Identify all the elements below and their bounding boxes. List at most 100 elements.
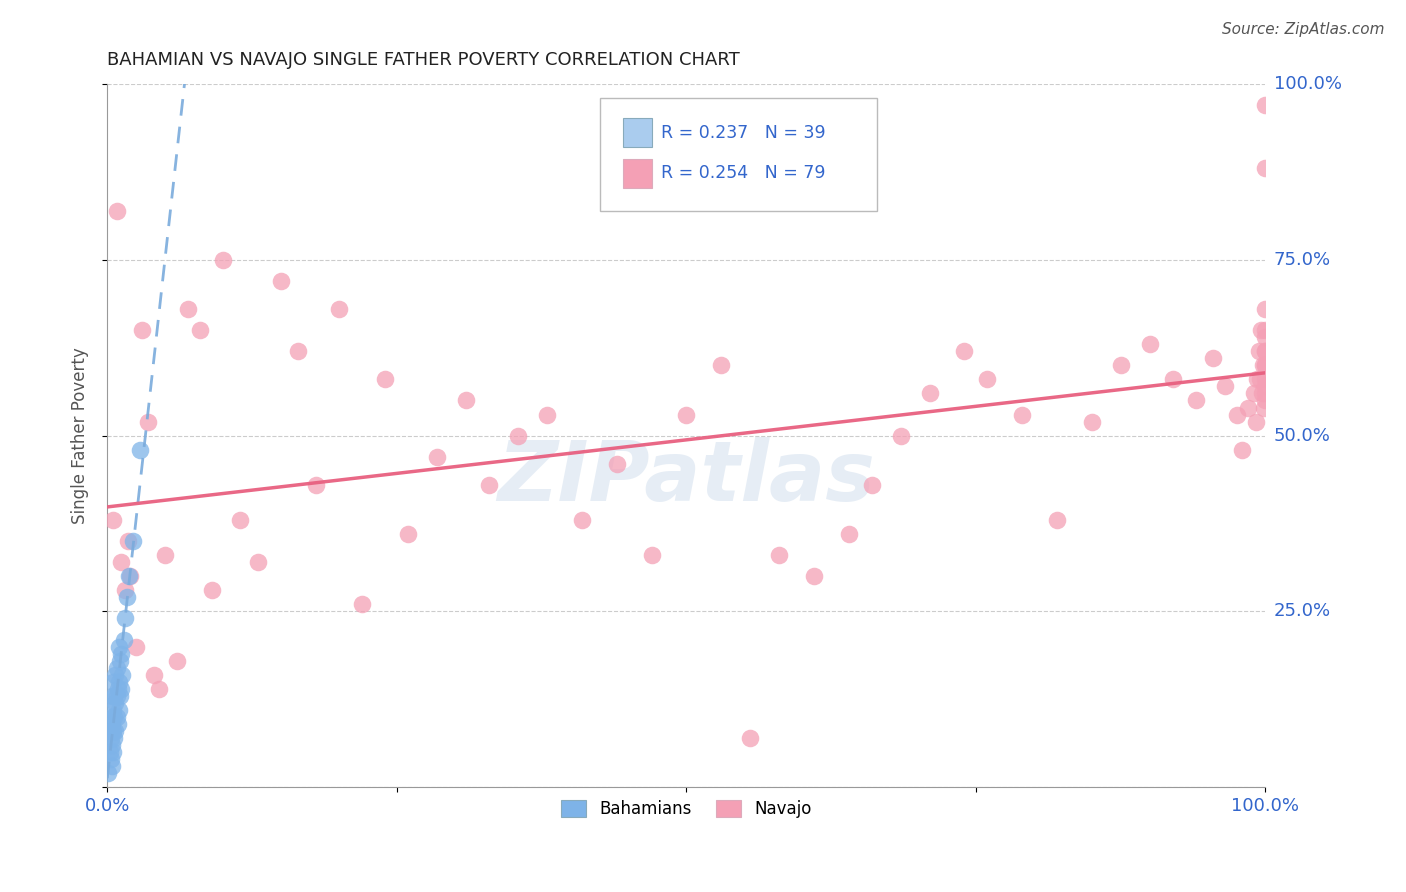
Point [918, 386, 941, 401]
Point [103, 731, 125, 745]
Point [112, 632, 135, 647]
Point [328, 302, 350, 317]
Point [101, 513, 124, 527]
Point [710, 359, 733, 373]
Point [1254, 98, 1277, 112]
Text: ZIPatlas: ZIPatlas [498, 437, 876, 518]
Point [1254, 344, 1277, 359]
Point [1254, 359, 1277, 373]
Point [1249, 372, 1271, 386]
Point [100, 710, 122, 724]
Point [105, 710, 128, 724]
Point [97, 766, 120, 780]
Point [1243, 386, 1265, 401]
Text: 100.0%: 100.0% [1274, 75, 1341, 93]
Point [105, 689, 128, 703]
Point [104, 723, 127, 738]
Point [103, 710, 125, 724]
Point [111, 667, 134, 681]
Point [1080, 415, 1102, 429]
Point [142, 667, 165, 681]
Point [98, 723, 121, 738]
Point [1011, 408, 1033, 422]
Point [136, 415, 159, 429]
Point [101, 738, 124, 752]
Point [1213, 379, 1236, 393]
Point [229, 513, 252, 527]
Point [1232, 442, 1254, 457]
Point [396, 527, 419, 541]
Point [108, 640, 131, 654]
Point [270, 274, 292, 288]
Point [166, 654, 188, 668]
Point [1244, 415, 1267, 429]
Point [1109, 359, 1132, 373]
Point [1254, 386, 1277, 401]
Point [1254, 302, 1277, 317]
Point [121, 534, 143, 549]
Point [1253, 401, 1275, 415]
Text: 25.0%: 25.0% [1274, 602, 1331, 621]
Point [1254, 344, 1277, 359]
Point [105, 203, 128, 218]
Point [1237, 401, 1260, 415]
Point [212, 252, 235, 267]
Point [768, 548, 790, 562]
Point [120, 569, 142, 583]
Point [104, 696, 127, 710]
Point [101, 703, 124, 717]
Text: 50.0%: 50.0% [1274, 426, 1330, 444]
Point [110, 647, 132, 661]
Point [125, 640, 148, 654]
Point [100, 731, 122, 745]
Point [101, 759, 124, 773]
Point [114, 583, 136, 598]
Point [246, 555, 269, 569]
Point [101, 689, 124, 703]
Point [118, 569, 141, 583]
Point [1246, 372, 1268, 386]
Text: R = 0.237   N = 39: R = 0.237 N = 39 [661, 124, 825, 142]
Point [374, 372, 396, 386]
Point [478, 478, 501, 492]
Point [98, 745, 121, 759]
Point [101, 717, 124, 731]
Point [803, 569, 825, 583]
Point [131, 323, 153, 337]
Point [1254, 330, 1277, 344]
Bar [623, 159, 651, 188]
Point [976, 372, 998, 386]
Point [128, 442, 150, 457]
Point [738, 731, 761, 745]
Text: BAHAMIAN VS NAVAJO SINGLE FATHER POVERTY CORRELATION CHART: BAHAMIAN VS NAVAJO SINGLE FATHER POVERTY… [107, 51, 740, 69]
Point [108, 674, 131, 689]
Point [117, 534, 139, 549]
Text: R = 0.254   N = 79: R = 0.254 N = 79 [661, 164, 825, 182]
Point [1185, 393, 1208, 408]
Point [953, 344, 976, 359]
Point [1225, 408, 1247, 422]
Point [107, 717, 129, 731]
Point [110, 555, 132, 569]
Point [200, 583, 222, 598]
Text: Source: ZipAtlas.com: Source: ZipAtlas.com [1222, 22, 1385, 37]
Point [536, 408, 558, 422]
Point [571, 513, 593, 527]
Point [100, 752, 122, 766]
Point [305, 478, 328, 492]
Text: 75.0%: 75.0% [1274, 251, 1331, 268]
Point [110, 681, 132, 696]
Point [1161, 372, 1184, 386]
Point [107, 681, 129, 696]
Point [188, 323, 211, 337]
Legend: Bahamians, Navajo: Bahamians, Navajo [554, 793, 818, 824]
Point [1247, 344, 1270, 359]
Point [1139, 337, 1161, 351]
Point [108, 689, 131, 703]
Point [1251, 359, 1274, 373]
Point [426, 450, 449, 464]
Point [1254, 323, 1277, 337]
Point [104, 667, 127, 681]
Point [148, 681, 170, 696]
Point [101, 745, 124, 759]
